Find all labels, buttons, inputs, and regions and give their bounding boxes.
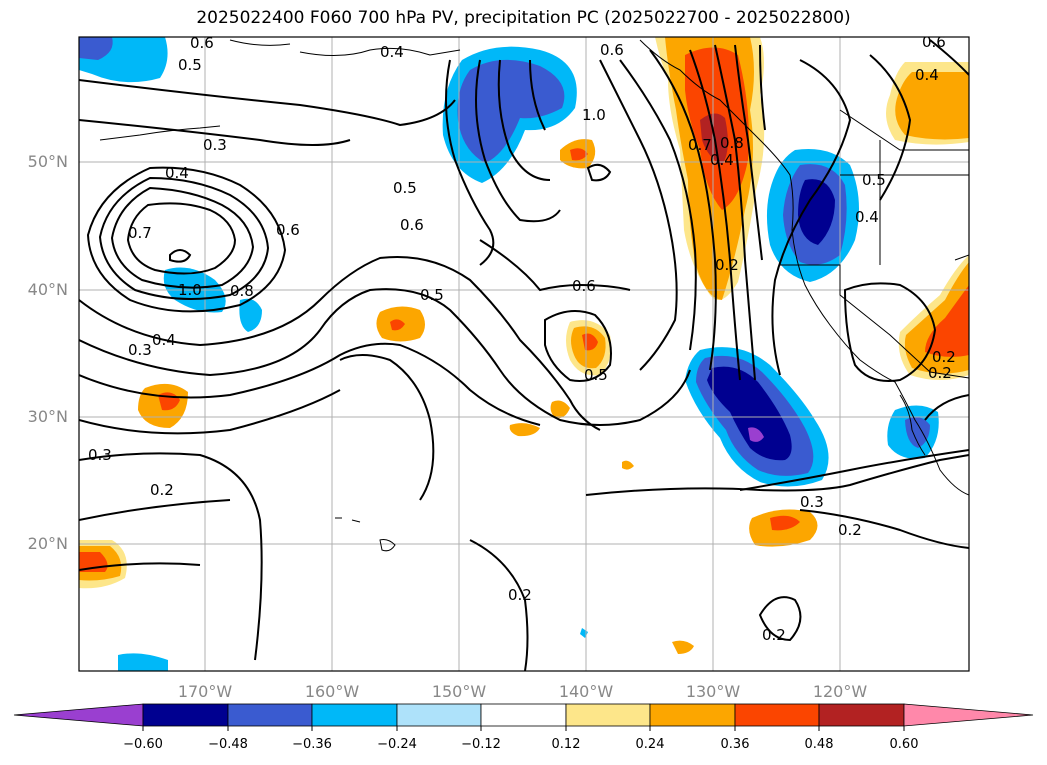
contour-label: 1.0 (178, 281, 202, 299)
contour-label: 0.3 (128, 341, 152, 359)
contour-label: 0.4 (165, 164, 189, 182)
contour-label: 0.5 (178, 56, 202, 74)
colorbar-extend-high (903, 703, 1034, 727)
colorbar-tick-label: 0.48 (804, 737, 834, 752)
lat-label: 30°N (27, 407, 68, 426)
contour-label: 0.6 (600, 41, 624, 59)
contour-label: 0.3 (203, 136, 227, 154)
contour-label: 0.4 (855, 208, 879, 226)
colorbar-tick-label: −0.60 (123, 737, 163, 752)
colorbar-bin (142, 703, 229, 727)
contour-label: 0.2 (762, 626, 786, 644)
colorbar-bin (311, 703, 398, 727)
colorbar-tick-label: 0.60 (889, 737, 919, 752)
contour-label: 0.2 (508, 586, 532, 604)
lon-label: 170°W (177, 682, 233, 701)
colorbar-bin (565, 703, 651, 727)
lat-label: 40°N (27, 280, 68, 299)
colorbar-tick-label: −0.12 (461, 737, 501, 752)
contour-label: 0.5 (862, 171, 886, 189)
colorbar-tick-label: −0.24 (377, 737, 417, 752)
colorbar-bin (227, 703, 313, 727)
lon-label: 130°W (685, 682, 741, 701)
contour-label: 0.8 (720, 134, 744, 152)
lon-label: 150°W (431, 682, 487, 701)
colorbar-bin (480, 703, 567, 727)
coastlines (99, 39, 969, 552)
contour-label: 0.2 (932, 348, 956, 366)
colorbar-tick-label: −0.48 (208, 737, 248, 752)
contour-label: 0.3 (88, 446, 112, 464)
contour-label: 0.4 (710, 151, 734, 169)
colorbar-extend-low (13, 703, 144, 727)
contour-label: 0.2 (838, 521, 862, 539)
contour-label: 0.4 (915, 66, 939, 84)
contour-label: 1.0 (582, 106, 606, 124)
contour-label: 0.6 (400, 216, 424, 234)
contour-label: 0.7 (688, 136, 712, 154)
colorbar-tick-label: 0.24 (635, 737, 665, 752)
lon-label: 140°W (558, 682, 614, 701)
contour-label: 0.2 (715, 256, 739, 274)
colorbar-bin (649, 703, 736, 727)
contour-label: 0.3 (800, 493, 824, 511)
graticule (79, 37, 969, 671)
pv-contours (79, 39, 969, 671)
lon-label: 120°W (812, 682, 868, 701)
contour-label: 0.2 (928, 364, 952, 382)
colorbar-bin (396, 703, 482, 727)
contour-label: 0.5 (420, 286, 444, 304)
contour-label: 0.4 (380, 43, 404, 61)
colorbar-bin (734, 703, 820, 727)
contour-label: 0.8 (230, 282, 254, 300)
colorbar-tick-label: 0.36 (720, 737, 750, 752)
contour-label: 0.6 (922, 33, 946, 51)
map-frame (78, 36, 970, 672)
contour-labels: 0.6 0.5 0.4 0.3 0.4 0.5 0.6 0.6 0.7 1.0 … (88, 33, 956, 644)
contour-label: 0.6 (190, 34, 214, 52)
lon-label: 160°W (304, 682, 360, 701)
contour-label: 0.2 (150, 481, 174, 499)
map-title: 2025022400 F060 700 hPa PV, precipitatio… (196, 8, 851, 28)
contour-label: 0.5 (584, 366, 608, 384)
lat-label: 20°N (27, 534, 68, 553)
contour-label: 0.6 (572, 277, 596, 295)
colorbar-tick-label: 0.12 (551, 737, 581, 752)
colorbar (13, 703, 1034, 731)
colorbar-tick-label: −0.36 (292, 737, 332, 752)
contour-label: 0.5 (393, 179, 417, 197)
lat-label: 50°N (27, 152, 68, 171)
map-area: 0.6 0.5 0.4 0.3 0.4 0.5 0.6 0.6 0.7 1.0 … (79, 33, 969, 671)
precipitation-shading (79, 37, 969, 671)
contour-label: 0.4 (152, 331, 176, 349)
contour-label: 0.7 (128, 224, 152, 242)
colorbar-ticks (142, 726, 905, 731)
colorbar-bin (818, 703, 905, 727)
contour-label: 0.6 (276, 221, 300, 239)
